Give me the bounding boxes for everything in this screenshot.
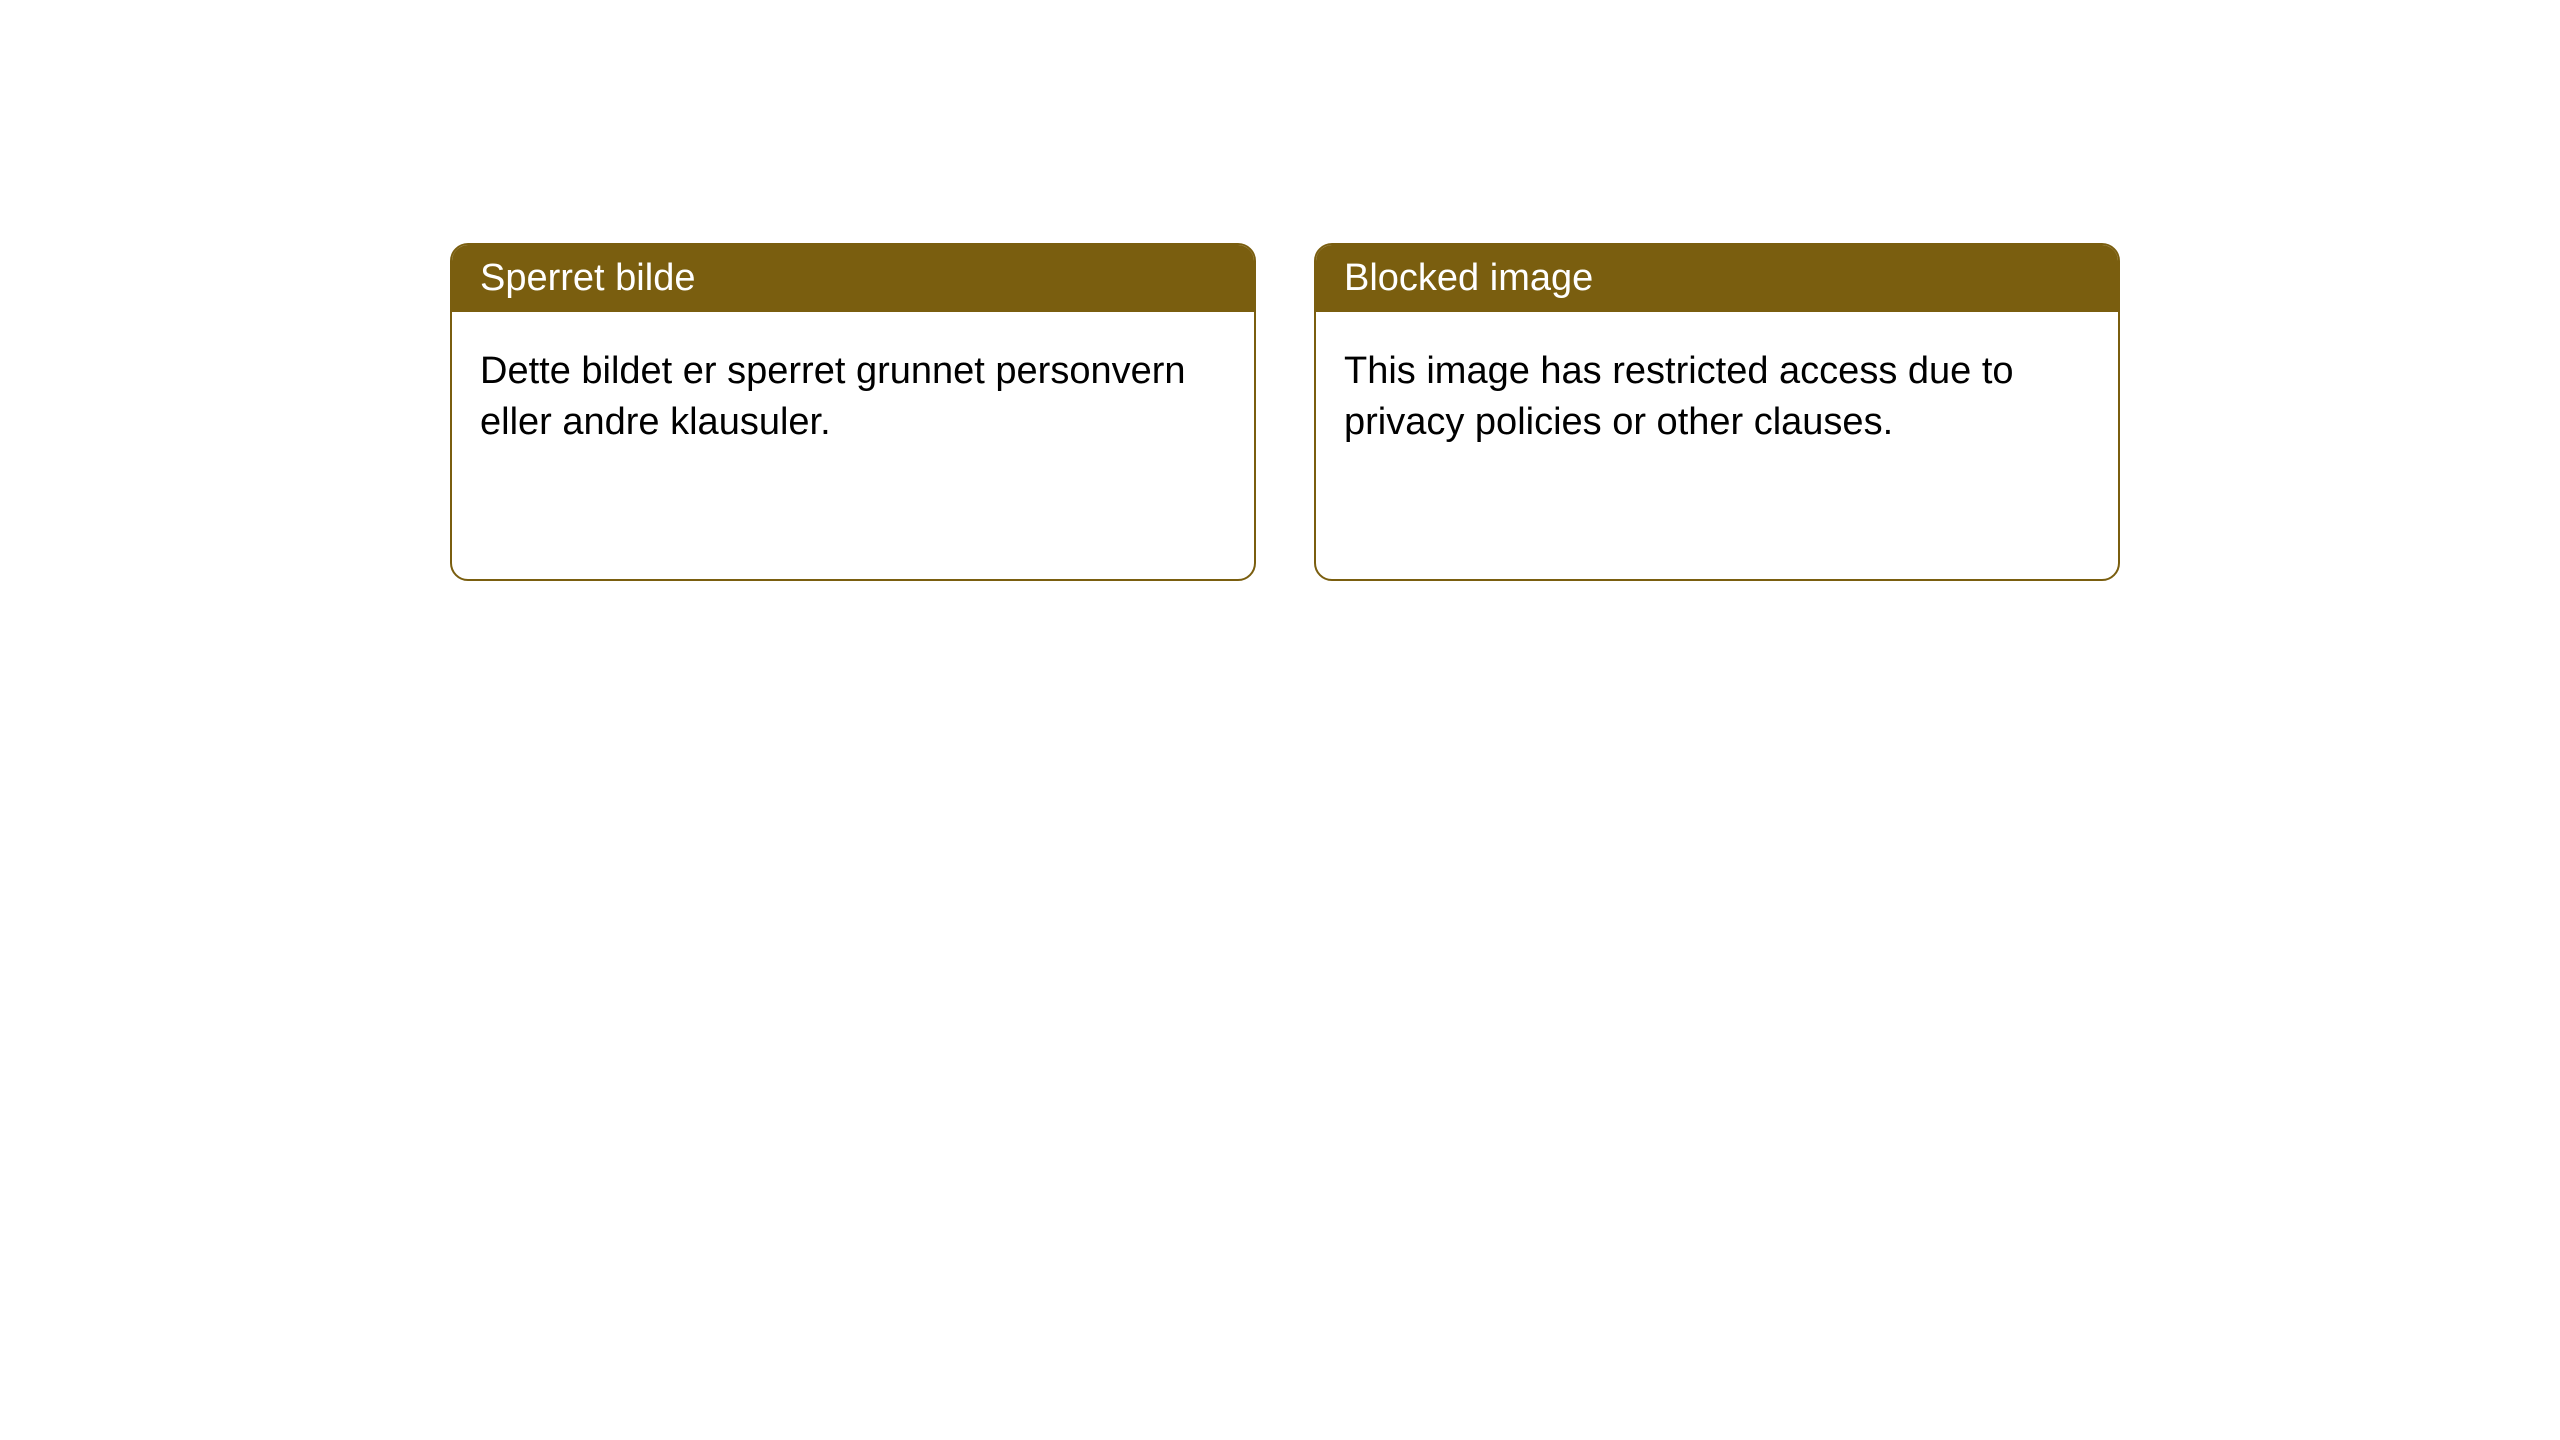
notice-body: Dette bildet er sperret grunnet personve… <box>452 312 1254 483</box>
notice-header: Sperret bilde <box>452 245 1254 312</box>
notice-box-english: Blocked image This image has restricted … <box>1314 243 2120 581</box>
notice-header: Blocked image <box>1316 245 2118 312</box>
notice-box-norwegian: Sperret bilde Dette bildet er sperret gr… <box>450 243 1256 581</box>
notice-container: Sperret bilde Dette bildet er sperret gr… <box>0 0 2560 581</box>
notice-body: This image has restricted access due to … <box>1316 312 2118 483</box>
